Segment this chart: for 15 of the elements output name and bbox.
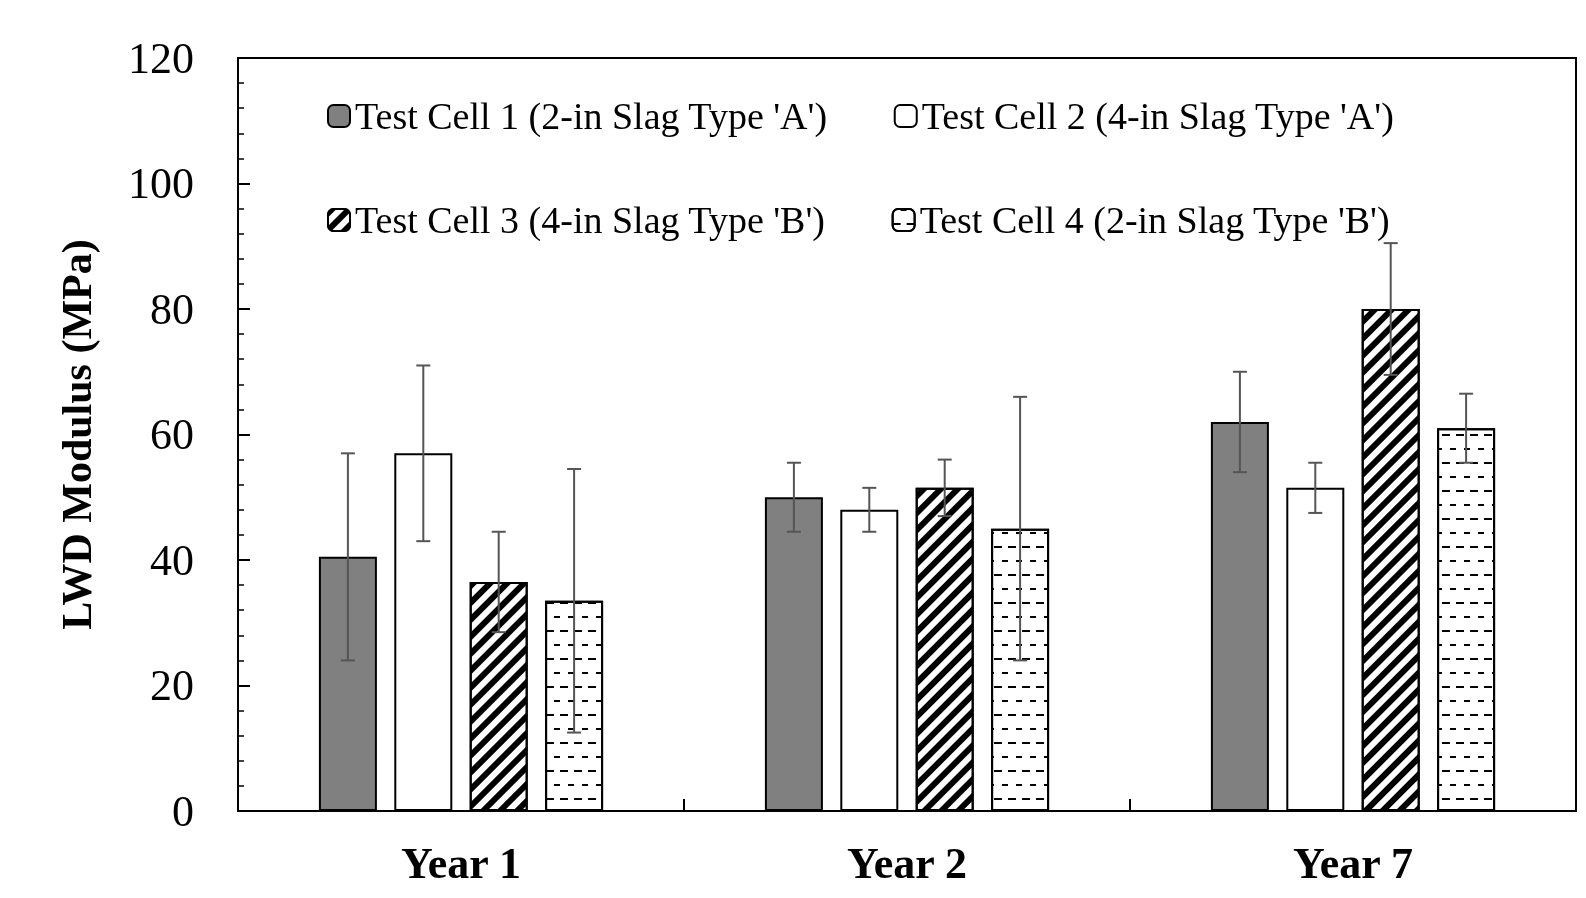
y-tick-label: 100: [128, 159, 194, 208]
y-tick-label: 20: [150, 661, 194, 710]
y-tick-label: 40: [150, 535, 194, 585]
y-tick-label: 80: [150, 284, 194, 334]
y-tick-label: 60: [150, 410, 194, 459]
y-tick-label: 0: [172, 786, 194, 836]
x-tick-label: Year 7: [1292, 838, 1414, 888]
y-axis-title: LWD Modulus (MPa): [54, 239, 101, 630]
legend-label: Test Cell 1 (2-in Slag Type 'A'): [355, 95, 828, 138]
legend-label: Test Cell 2 (4-in Slag Type 'A'): [921, 95, 1394, 138]
x-tick-label: Year 1: [400, 838, 522, 888]
legend-label: Test Cell 4 (2-in Slag Type 'B'): [919, 199, 1390, 242]
legend-label: Test Cell 3 (4-in Slag Type 'B'): [355, 199, 825, 242]
x-tick-label: Year 2: [846, 838, 968, 888]
y-tick-label: 120: [128, 33, 194, 83]
